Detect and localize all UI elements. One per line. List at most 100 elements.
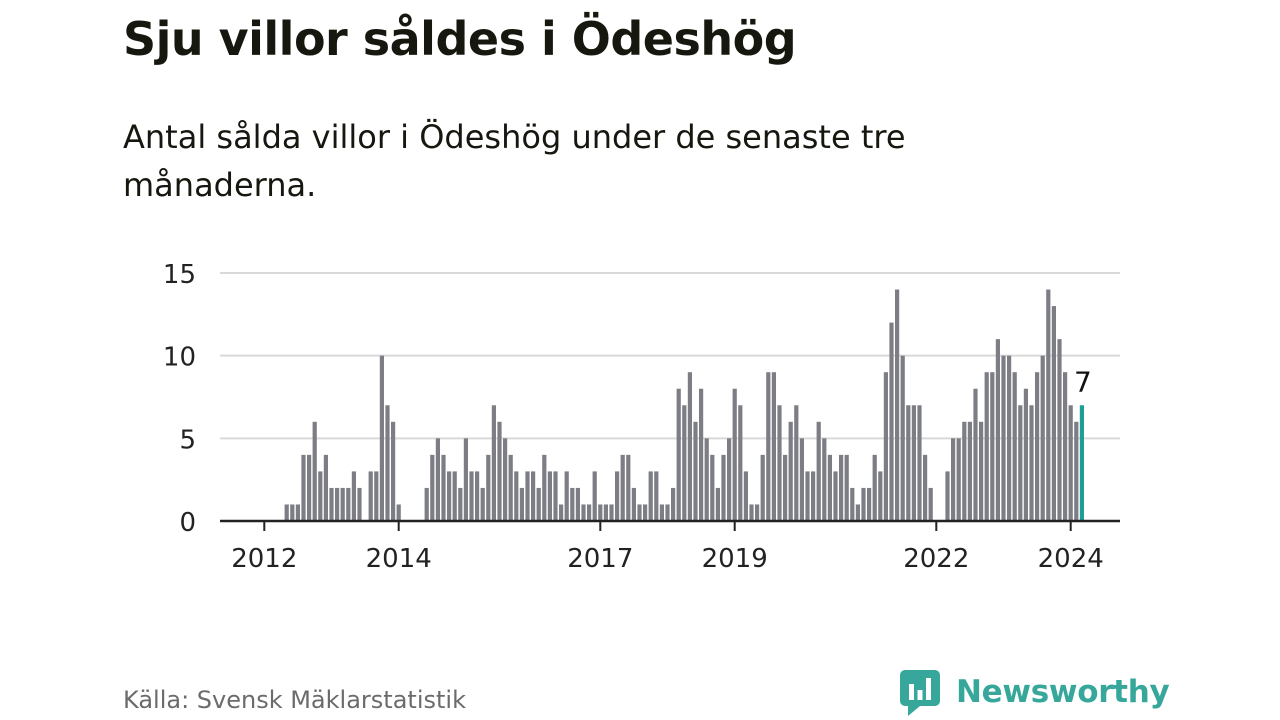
- newsworthy-logo-icon: [900, 670, 940, 716]
- bar: [704, 438, 709, 521]
- x-tick-label: 2014: [366, 544, 432, 574]
- bar: [822, 438, 827, 521]
- bar: [1057, 339, 1062, 521]
- bar: [911, 405, 916, 521]
- bar: [794, 405, 799, 521]
- bar: [967, 421, 972, 521]
- x-tick-label: 2022: [903, 544, 969, 574]
- bar: [441, 454, 446, 521]
- bar: [895, 289, 900, 521]
- bar: [312, 421, 317, 521]
- x-tick-label: 2019: [702, 544, 768, 574]
- bar: [760, 454, 765, 521]
- bar: [497, 421, 502, 521]
- bar: [951, 438, 956, 521]
- bar: [368, 471, 373, 521]
- bar: [766, 372, 771, 521]
- bar: [783, 454, 788, 521]
- bar: [374, 471, 379, 521]
- bar: [648, 471, 653, 521]
- x-tick-label: 2024: [1038, 544, 1104, 574]
- bar: [788, 421, 793, 521]
- bar: [715, 487, 720, 521]
- bar: [531, 471, 536, 521]
- bar: [872, 454, 877, 521]
- highlight-value-label: 7: [1074, 365, 1092, 398]
- bar: [547, 471, 552, 521]
- bar: [385, 405, 390, 521]
- bar: [1035, 372, 1040, 521]
- bar: [816, 421, 821, 521]
- bar: [850, 487, 855, 521]
- bar: [867, 487, 872, 521]
- bar: [346, 487, 351, 521]
- x-tick-label: 2012: [231, 544, 297, 574]
- bar: [514, 471, 519, 521]
- source-note: Källa: Svensk Mäklarstatistik: [123, 686, 466, 714]
- bar: [463, 438, 468, 521]
- bar: [755, 504, 760, 521]
- bar: [323, 454, 328, 521]
- bar: [615, 471, 620, 521]
- bar: [995, 339, 1000, 521]
- bar: [844, 454, 849, 521]
- bar: [643, 504, 648, 521]
- bar: [335, 487, 340, 521]
- bar: [1046, 289, 1051, 521]
- bar: [654, 471, 659, 521]
- bar: [570, 487, 575, 521]
- y-tick-label: 15: [163, 260, 196, 290]
- bar: [743, 471, 748, 521]
- bar: [480, 487, 485, 521]
- bar: [928, 487, 933, 521]
- y-tick-label: 5: [179, 425, 196, 455]
- bar: [682, 405, 687, 521]
- bar: [503, 438, 508, 521]
- bar: [1012, 372, 1017, 521]
- bar: [318, 471, 323, 521]
- bar: [945, 471, 950, 521]
- bar: [351, 471, 356, 521]
- bar: [340, 487, 345, 521]
- bar: [469, 471, 474, 521]
- bar: [777, 405, 782, 521]
- bar: [687, 372, 692, 521]
- bar: [559, 504, 564, 521]
- bar: [811, 471, 816, 521]
- bar: [990, 372, 995, 521]
- bar: [906, 405, 911, 521]
- bar: [587, 504, 592, 521]
- bar: [475, 471, 480, 521]
- bar: [301, 454, 306, 521]
- bar: [564, 471, 569, 521]
- bar: [329, 487, 334, 521]
- bar: [827, 454, 832, 521]
- chart-subtitle: Antal sålda villor i Ödeshög under de se…: [123, 118, 906, 204]
- bar: [861, 487, 866, 521]
- bar: [631, 487, 636, 521]
- bar: [581, 504, 586, 521]
- bar: [592, 471, 597, 521]
- bar: [458, 487, 463, 521]
- bar: [598, 504, 603, 521]
- x-tick-label: 2017: [567, 544, 633, 574]
- bar: [447, 471, 452, 521]
- bar: [609, 504, 614, 521]
- bar: [290, 504, 295, 521]
- bar: [542, 454, 547, 521]
- bar: [430, 454, 435, 521]
- bar: [1001, 355, 1006, 521]
- bar: [1051, 306, 1056, 521]
- bar: [855, 504, 860, 521]
- bar: [984, 372, 989, 521]
- bar: [659, 504, 664, 521]
- bar: [391, 421, 396, 521]
- brand-name: Newsworthy: [956, 674, 1170, 710]
- bar: [307, 454, 312, 521]
- bar: [603, 504, 608, 521]
- bar: [738, 405, 743, 521]
- y-tick-label: 10: [163, 343, 196, 373]
- bar: [883, 372, 888, 521]
- bar: [665, 504, 670, 521]
- bar: [553, 471, 558, 521]
